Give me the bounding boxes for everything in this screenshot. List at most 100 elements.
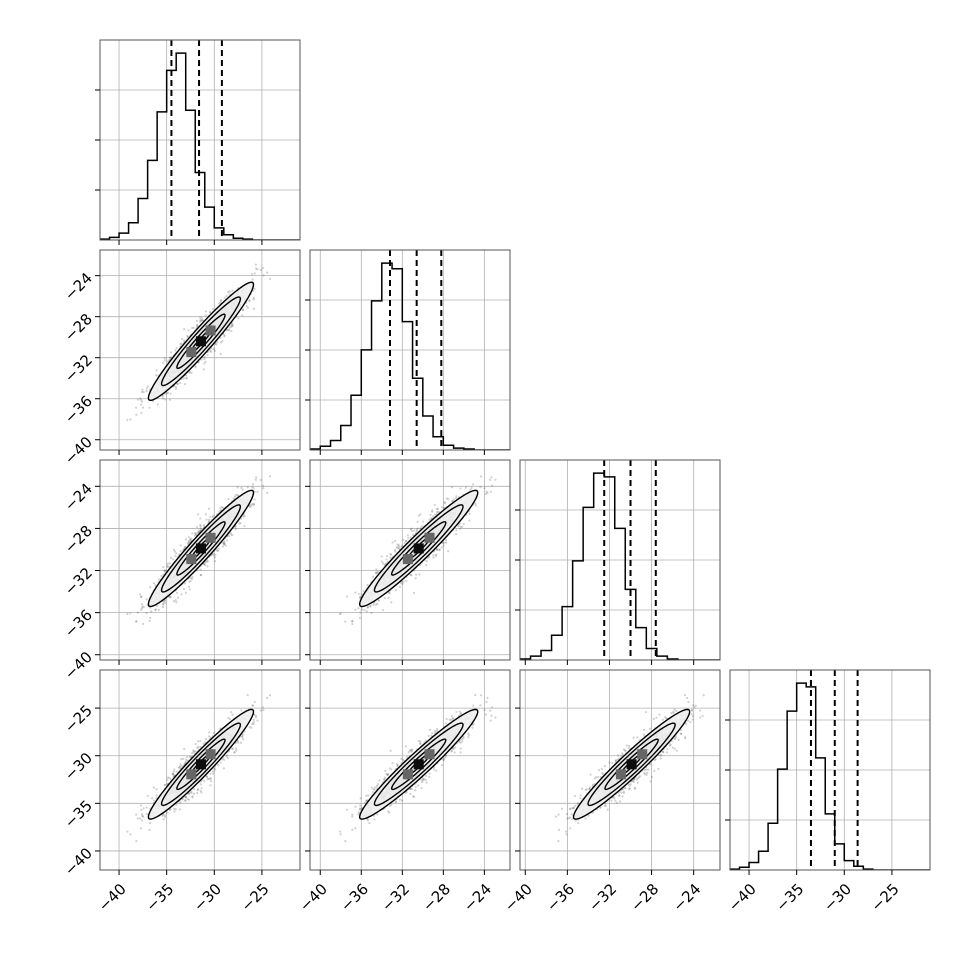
scatter-point bbox=[176, 382, 179, 386]
scatter-point bbox=[163, 570, 166, 573]
scatter-point bbox=[422, 520, 425, 523]
scatter-point bbox=[253, 287, 256, 290]
scatter-point bbox=[216, 549, 219, 552]
density-cell bbox=[424, 532, 435, 543]
scatter-point bbox=[174, 387, 178, 390]
scatter-point bbox=[404, 539, 408, 542]
scatter-point bbox=[199, 527, 202, 530]
scatter-point bbox=[174, 598, 177, 602]
scatter-point bbox=[224, 544, 227, 547]
scatter-point bbox=[165, 392, 169, 395]
scatter-point bbox=[243, 515, 246, 518]
scatter-point bbox=[241, 308, 245, 311]
contours bbox=[147, 489, 255, 608]
scatter-point bbox=[388, 592, 391, 595]
scatter-point bbox=[249, 505, 252, 508]
scatter-point bbox=[374, 572, 378, 575]
scatter-point bbox=[214, 553, 217, 556]
scatter-point bbox=[261, 266, 265, 270]
scatter-point bbox=[203, 362, 206, 365]
scatter-point bbox=[396, 543, 399, 546]
scatter-point bbox=[386, 555, 389, 558]
scatter-point bbox=[169, 556, 173, 559]
scatter-point bbox=[206, 565, 209, 568]
scatter-point bbox=[136, 611, 139, 614]
scatter-point bbox=[470, 486, 473, 490]
scatter-point bbox=[213, 560, 217, 563]
scatter-point bbox=[485, 490, 488, 493]
scatter-point bbox=[451, 500, 454, 503]
scatter-point bbox=[372, 603, 375, 606]
scatter-point bbox=[163, 359, 166, 362]
panel-0-0 bbox=[95, 39, 301, 245]
scatter-point bbox=[377, 599, 380, 602]
scatter-point bbox=[234, 527, 237, 531]
scatter-point bbox=[351, 619, 354, 623]
scatter-point bbox=[259, 478, 262, 481]
scatter-point bbox=[411, 534, 415, 537]
scatter-point bbox=[221, 339, 224, 343]
scatter-point bbox=[190, 577, 194, 581]
scatter-point bbox=[141, 605, 144, 608]
scatter-point bbox=[240, 486, 243, 490]
scatter-point bbox=[233, 495, 237, 498]
scatter-point bbox=[231, 324, 234, 328]
scatter-point bbox=[231, 324, 234, 327]
scatter-point bbox=[416, 527, 419, 530]
scatter-point bbox=[489, 490, 492, 493]
scatter-point bbox=[232, 497, 235, 500]
scatter-point bbox=[429, 513, 432, 516]
scatter-point bbox=[207, 518, 211, 521]
scatter-point bbox=[162, 361, 165, 365]
scatter-point bbox=[140, 607, 144, 610]
panel-2-2 bbox=[515, 459, 721, 665]
scatter-point bbox=[204, 360, 207, 363]
scatter-point bbox=[126, 612, 129, 616]
scatter-point bbox=[154, 608, 157, 611]
scatter-point bbox=[217, 549, 220, 552]
scatter-point bbox=[174, 385, 178, 389]
scatter-point bbox=[438, 549, 441, 552]
scatter-point bbox=[231, 289, 234, 292]
scatter-point bbox=[421, 524, 424, 528]
scatter-point bbox=[357, 592, 360, 596]
density-cell bbox=[205, 325, 216, 336]
scatter-point bbox=[248, 299, 251, 302]
scatter-point bbox=[129, 418, 132, 421]
scatter-point bbox=[450, 486, 454, 489]
scatter-point bbox=[462, 522, 465, 526]
scatter-point bbox=[188, 371, 191, 374]
scatter-point bbox=[191, 532, 194, 535]
scatter-point bbox=[217, 547, 220, 550]
scatter-point bbox=[183, 383, 187, 386]
scatter-point bbox=[351, 620, 354, 623]
y-tick-label: −24 bbox=[61, 269, 96, 304]
scatter-point bbox=[401, 582, 404, 585]
scatter-point bbox=[458, 527, 462, 530]
scatter-point bbox=[468, 519, 471, 522]
scatter-point bbox=[389, 553, 392, 556]
scatter-point bbox=[383, 563, 386, 566]
y-tick-label: −40 bbox=[61, 433, 96, 468]
scatter-point bbox=[241, 488, 244, 491]
scatter-point bbox=[141, 406, 145, 409]
scatter-point bbox=[200, 358, 203, 361]
scatter-point bbox=[161, 397, 165, 400]
scatter-point bbox=[441, 541, 444, 545]
scatter-point bbox=[395, 546, 398, 549]
scatter-point bbox=[363, 608, 366, 612]
scatter-point bbox=[199, 523, 202, 526]
scatter-point bbox=[464, 486, 468, 489]
scatter-point bbox=[211, 307, 214, 310]
scatter-point bbox=[175, 601, 178, 604]
scatter-point bbox=[206, 559, 209, 563]
scatter-point bbox=[375, 571, 378, 574]
scatter-point bbox=[219, 507, 222, 510]
scatter-point bbox=[360, 608, 364, 611]
scatter-point bbox=[407, 537, 410, 540]
scatter-point bbox=[204, 561, 207, 564]
scatter-point bbox=[149, 586, 152, 589]
scatter-point bbox=[140, 400, 144, 403]
scatter-point bbox=[405, 579, 408, 582]
scatter-point bbox=[175, 346, 178, 350]
